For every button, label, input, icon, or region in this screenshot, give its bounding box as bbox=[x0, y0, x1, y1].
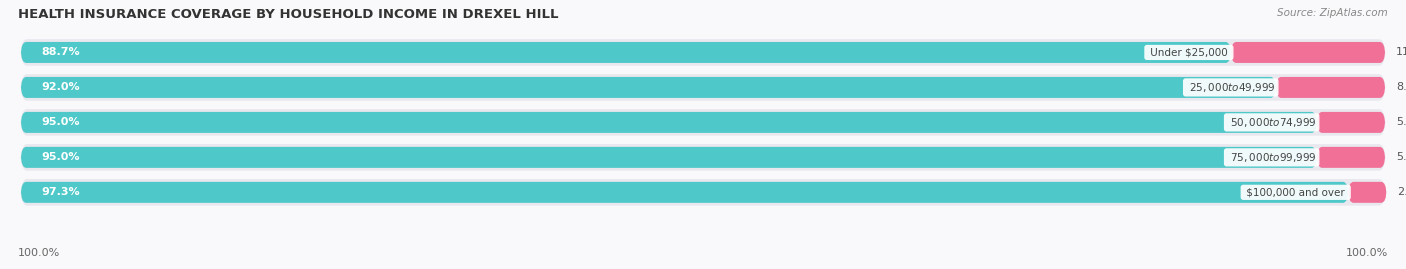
Text: Under $25,000: Under $25,000 bbox=[1147, 47, 1230, 58]
Text: 11.3%: 11.3% bbox=[1396, 47, 1406, 58]
Text: 2.8%: 2.8% bbox=[1398, 187, 1406, 197]
FancyBboxPatch shape bbox=[1317, 147, 1385, 168]
FancyBboxPatch shape bbox=[1230, 42, 1385, 63]
Text: 5.0%: 5.0% bbox=[1396, 117, 1406, 128]
Text: $50,000 to $74,999: $50,000 to $74,999 bbox=[1226, 116, 1317, 129]
Text: $25,000 to $49,999: $25,000 to $49,999 bbox=[1185, 81, 1275, 94]
FancyBboxPatch shape bbox=[1348, 182, 1386, 203]
Text: 97.3%: 97.3% bbox=[42, 187, 80, 197]
FancyBboxPatch shape bbox=[1275, 77, 1385, 98]
Text: 100.0%: 100.0% bbox=[18, 248, 60, 258]
Text: $75,000 to $99,999: $75,000 to $99,999 bbox=[1226, 151, 1317, 164]
Text: 100.0%: 100.0% bbox=[1346, 248, 1388, 258]
Text: 8.0%: 8.0% bbox=[1396, 82, 1406, 93]
FancyBboxPatch shape bbox=[21, 42, 1230, 63]
FancyBboxPatch shape bbox=[21, 182, 1348, 203]
Text: 88.7%: 88.7% bbox=[42, 47, 80, 58]
FancyBboxPatch shape bbox=[21, 77, 1275, 98]
Text: Source: ZipAtlas.com: Source: ZipAtlas.com bbox=[1277, 8, 1388, 18]
Text: 95.0%: 95.0% bbox=[42, 117, 80, 128]
Text: $100,000 and over: $100,000 and over bbox=[1243, 187, 1348, 197]
FancyBboxPatch shape bbox=[21, 112, 1317, 133]
FancyBboxPatch shape bbox=[21, 144, 1385, 171]
FancyBboxPatch shape bbox=[21, 39, 1385, 66]
Text: HEALTH INSURANCE COVERAGE BY HOUSEHOLD INCOME IN DREXEL HILL: HEALTH INSURANCE COVERAGE BY HOUSEHOLD I… bbox=[18, 8, 558, 21]
FancyBboxPatch shape bbox=[21, 74, 1385, 101]
Text: 95.0%: 95.0% bbox=[42, 152, 80, 162]
FancyBboxPatch shape bbox=[21, 109, 1385, 136]
Text: 5.0%: 5.0% bbox=[1396, 152, 1406, 162]
FancyBboxPatch shape bbox=[21, 179, 1385, 206]
Text: 92.0%: 92.0% bbox=[42, 82, 80, 93]
FancyBboxPatch shape bbox=[1317, 112, 1385, 133]
FancyBboxPatch shape bbox=[21, 147, 1317, 168]
